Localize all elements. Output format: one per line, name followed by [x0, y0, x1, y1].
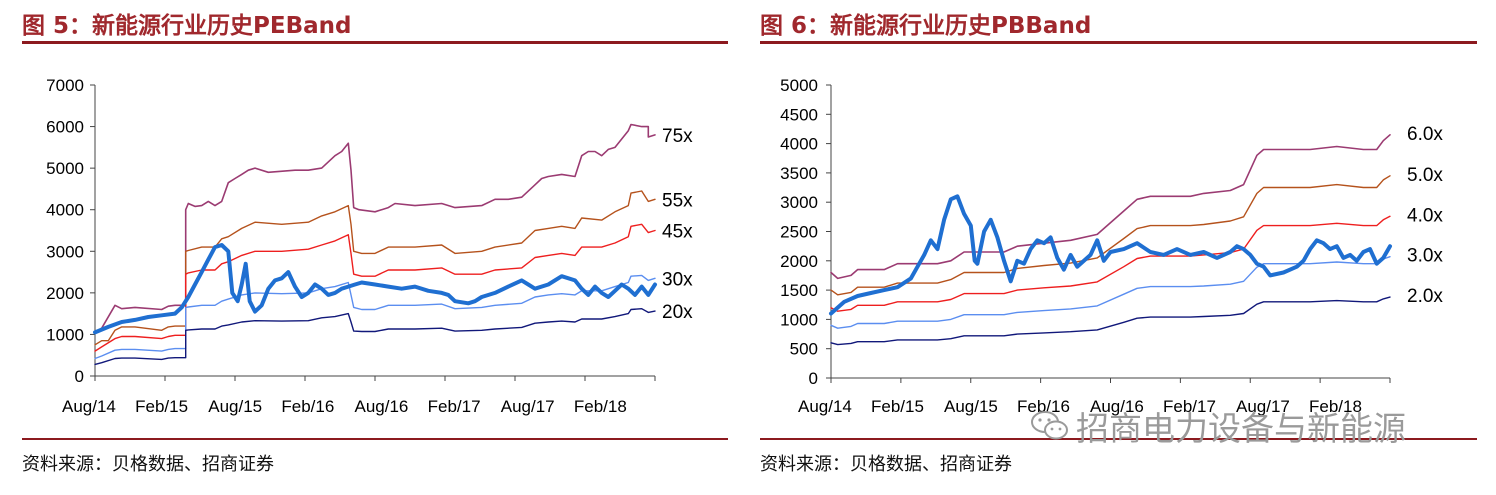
series-line-4.0x — [830, 215, 1391, 312]
y-tick-label: 4000 — [780, 135, 818, 154]
y-tick-label: 3000 — [780, 193, 818, 212]
y-tick-label: 1000 — [46, 325, 84, 344]
y-tick-label: 4000 — [46, 201, 84, 220]
series-label: 55x — [662, 190, 693, 211]
figure-6-source: 资料来源：贝格数据、招商证券 — [760, 454, 1012, 475]
series-label: 4.0x — [1407, 205, 1443, 226]
y-tick-label: 3000 — [46, 242, 84, 261]
series-label: 3.0x — [1407, 246, 1443, 267]
x-tick-label: Feb/15 — [871, 397, 924, 416]
x-tick-label: Aug/16 — [1090, 397, 1144, 416]
figure-6-top-rule — [760, 41, 1477, 44]
y-tick-label: 3500 — [780, 164, 818, 183]
series-line-2.0x — [830, 296, 1391, 346]
y-tick-label: 2000 — [46, 284, 84, 303]
y-tick-label: 6000 — [46, 118, 84, 137]
series-label: 5.0x — [1407, 165, 1443, 186]
x-tick-label: Feb/15 — [135, 397, 188, 416]
x-tick-label: Aug/14 — [62, 397, 116, 416]
x-tick-label: Feb/17 — [1163, 397, 1216, 416]
figure-5-title: 图 5：新能源行业历史PEBand — [22, 13, 352, 39]
y-tick-label: 2500 — [780, 223, 818, 242]
series-line-6.0x — [830, 134, 1391, 280]
wechat-icon — [1031, 411, 1068, 440]
index-line — [93, 243, 657, 335]
series-label: 30x — [662, 269, 693, 290]
y-tick-label: 0 — [75, 367, 84, 386]
x-tick-label: Feb/16 — [281, 397, 334, 416]
y-tick-label: 4500 — [780, 105, 818, 124]
series-line-55x — [94, 190, 656, 346]
x-tick-label: Aug/15 — [944, 397, 998, 416]
figure-5-top-rule — [22, 41, 728, 44]
y-tick-label: 2000 — [780, 252, 818, 271]
figure-6-title: 图 6：新能源行业历史PBBand — [760, 13, 1092, 39]
x-tick-label: Feb/17 — [428, 397, 481, 416]
y-tick-label: 5000 — [780, 76, 818, 95]
watermark: 招商电力设备与新能源 — [1030, 405, 1406, 448]
series-label: 45x — [662, 222, 693, 243]
series-line-30x — [94, 274, 656, 360]
pb-band-chart: 0 500 1000 1500 2000 2500 3000 3500 4000 4500 5000… — [780, 76, 1443, 416]
x-tick-label: Feb/18 — [574, 397, 627, 416]
series-line-5.0x — [830, 175, 1391, 296]
series-line-75x — [94, 123, 656, 334]
series-label: 75x — [662, 126, 693, 147]
y-tick-label: 7000 — [46, 76, 84, 95]
index-line — [829, 194, 1392, 316]
figure-5-source: 资料来源：贝格数据、招商证券 — [22, 454, 274, 475]
x-tick-label: Aug/15 — [208, 397, 262, 416]
series-label: 6.0x — [1407, 124, 1443, 145]
x-tick-label: Aug/16 — [355, 397, 409, 416]
figure-5-panel: 图 5：新能源行业历史PEBand 0 1000 2000 3000 4000 5000 6… — [0, 0, 740, 495]
x-tick-label: Feb/16 — [1017, 397, 1070, 416]
x-tick-label: Feb/18 — [1309, 397, 1362, 416]
figure-6-panel: 图 6：新能源行业历史PBBand 0 500 1000 1500 2000 2500 30… — [745, 0, 1496, 495]
y-tick-label: 1500 — [780, 281, 818, 300]
series-line-45x — [94, 223, 656, 352]
figure-5-bottom-rule — [22, 438, 728, 440]
y-tick-label: 0 — [809, 369, 818, 388]
pe-band-chart: 0 1000 2000 3000 4000 5000 6000 7000 Aug/14 Feb/1… — [46, 76, 693, 416]
watermark-text: 招商电力设备与新能源 — [1076, 409, 1406, 448]
y-tick-label: 1000 — [780, 310, 818, 329]
series-label: 2.0x — [1407, 286, 1443, 307]
x-tick-label: Aug/17 — [501, 397, 555, 416]
series-label: 20x — [662, 302, 693, 323]
x-tick-label: Aug/14 — [798, 397, 852, 416]
figure-6-bottom-rule — [760, 438, 1477, 440]
series-line-20x — [94, 308, 656, 366]
x-tick-label: Aug/17 — [1236, 397, 1290, 416]
series-line-3.0x — [830, 256, 1391, 329]
y-tick-label: 5000 — [46, 159, 84, 178]
y-tick-label: 500 — [790, 340, 818, 359]
